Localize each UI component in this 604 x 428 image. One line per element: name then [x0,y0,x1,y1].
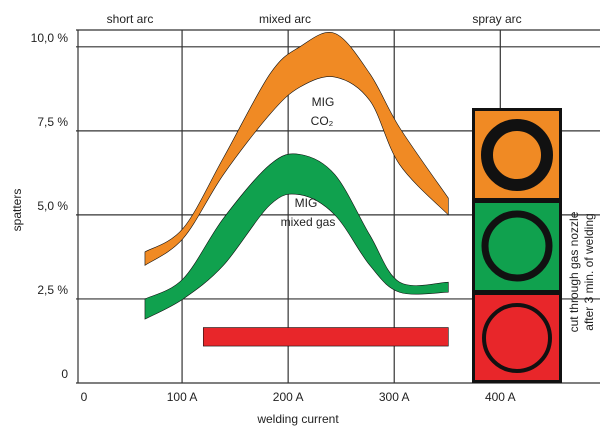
x-tick-label: 100 A [167,390,198,404]
annotation: CO₂ [311,114,334,128]
light-red [475,295,559,380]
arc-region-label: spray arc [472,12,521,26]
annotation: mixed gas [281,215,336,229]
traffic-light [472,108,562,383]
annotation: MIG [295,196,318,210]
x-tick-label: 200 A [273,390,304,404]
side-note: cut through gas nozzle [567,211,581,332]
x-tick-label: 0 [81,390,88,404]
y-tick-label: 10,0 % [31,31,69,45]
x-tick-label: 400 A [485,390,516,404]
annotation: MIG [312,95,335,109]
side-note: after 3 min. of welding [582,213,596,330]
band [203,328,448,346]
arc-region-label: mixed arc [259,12,311,26]
y-tick-label: 2,5 % [37,283,68,297]
chart: 0 2,5 % 5,0 % 7,5 % 10,0 % 0 100 A 200 A 300 A 40… [0,0,604,428]
y-axis-title: spatters [10,189,24,232]
x-tick-label: 300 A [379,390,410,404]
y-tick-label: 0 [61,367,68,381]
y-tick-label: 5,0 % [37,199,68,213]
y-tick-label: 7,5 % [37,115,68,129]
arc-region-label: short arc [107,12,154,26]
x-axis-title: welding current [256,412,339,426]
